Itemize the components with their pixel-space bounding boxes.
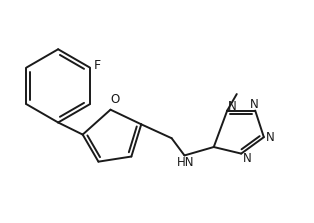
Text: HN: HN <box>176 155 194 169</box>
Text: N: N <box>250 98 259 111</box>
Text: N: N <box>228 100 237 113</box>
Text: N: N <box>266 131 274 144</box>
Text: N: N <box>243 151 252 165</box>
Text: F: F <box>94 59 101 72</box>
Text: O: O <box>110 93 120 106</box>
